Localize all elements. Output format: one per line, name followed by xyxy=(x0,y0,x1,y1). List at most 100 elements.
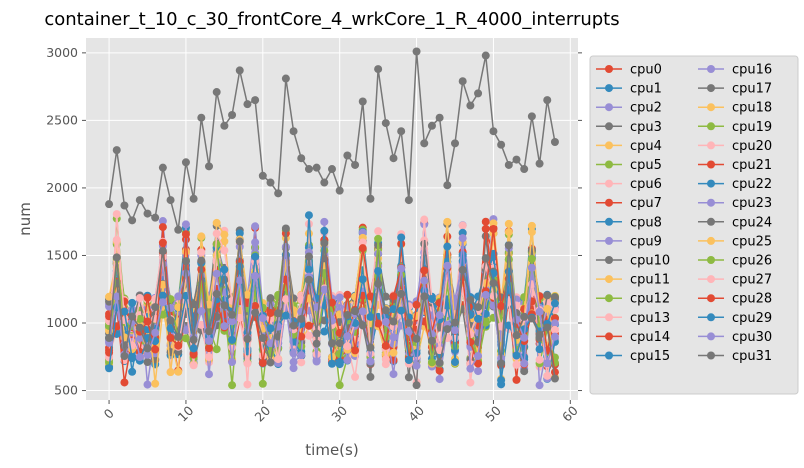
data-point-cpu30 xyxy=(466,364,475,373)
data-point-cpu31 xyxy=(351,307,360,316)
data-point-cpu31 xyxy=(205,327,213,336)
data-point-cpu25 xyxy=(166,368,175,377)
data-point-cpu24 xyxy=(266,294,275,303)
legend-item-cpu11: cpu11 xyxy=(596,273,670,288)
data-point-cpu28 xyxy=(497,302,506,311)
data-point-cpu17 xyxy=(174,225,183,234)
legend-item-cpu18: cpu18 xyxy=(698,101,772,116)
data-point-cpu17 xyxy=(404,196,413,205)
legend-item-cpu23: cpu23 xyxy=(698,196,772,211)
legend-marker xyxy=(605,179,613,188)
legend-label: cpu10 xyxy=(630,254,670,269)
data-point-cpu29 xyxy=(474,314,483,323)
y-tick-label: 1000 xyxy=(46,315,78,330)
data-point-cpu17 xyxy=(289,127,298,136)
legend-marker xyxy=(605,294,613,303)
data-point-cpu31 xyxy=(112,253,121,262)
data-point-cpu27 xyxy=(381,355,390,364)
y-axis-label: num xyxy=(16,202,34,236)
legend-marker xyxy=(605,217,613,226)
data-point-cpu17 xyxy=(105,200,114,209)
data-point-cpu31 xyxy=(335,339,344,348)
data-point-cpu12 xyxy=(335,381,344,390)
legend-item-cpu10: cpu10 xyxy=(596,254,670,269)
data-point-cpu17 xyxy=(351,160,360,169)
data-point-cpu29 xyxy=(427,294,436,303)
data-point-cpu17 xyxy=(328,165,336,174)
data-point-cpu21 xyxy=(143,293,152,302)
data-point-cpu24 xyxy=(550,293,559,302)
data-point-cpu29 xyxy=(189,344,198,353)
chart-title: container_t_10_c_30_frontCore_4_wrkCore_… xyxy=(44,9,619,30)
data-point-cpu28 xyxy=(189,350,198,359)
legend-item-cpu30: cpu30 xyxy=(698,330,772,345)
legend-marker xyxy=(605,160,613,169)
data-point-cpu22 xyxy=(320,327,329,336)
data-point-cpu17 xyxy=(397,127,406,136)
data-point-cpu17 xyxy=(535,159,544,168)
data-point-cpu29 xyxy=(550,299,559,308)
legend-item-cpu19: cpu19 xyxy=(698,120,772,135)
legend-marker xyxy=(605,103,613,112)
data-point-cpu31 xyxy=(389,317,398,326)
data-point-cpu18 xyxy=(151,379,160,388)
data-point-cpu28 xyxy=(266,309,275,318)
data-point-cpu15 xyxy=(128,298,137,307)
data-point-cpu17 xyxy=(112,146,121,155)
data-point-cpu28 xyxy=(258,358,267,367)
data-point-cpu31 xyxy=(297,314,306,323)
data-point-cpu28 xyxy=(181,230,190,239)
data-point-cpu17 xyxy=(281,74,290,83)
data-point-cpu24 xyxy=(312,339,321,348)
data-point-cpu29 xyxy=(328,359,336,368)
data-point-cpu17 xyxy=(166,196,175,205)
data-point-cpu29 xyxy=(397,306,406,315)
data-point-cpu21 xyxy=(481,217,490,226)
data-point-cpu25 xyxy=(504,219,513,228)
data-point-cpu17 xyxy=(297,154,306,163)
data-point-cpu29 xyxy=(128,354,137,363)
data-point-cpu17 xyxy=(120,201,129,210)
data-point-cpu31 xyxy=(489,279,498,288)
data-point-cpu31 xyxy=(543,323,552,332)
data-point-cpu31 xyxy=(481,254,490,263)
legend-marker xyxy=(707,275,715,284)
data-point-cpu31 xyxy=(228,310,237,319)
data-point-cpu28 xyxy=(358,244,367,253)
data-point-cpu31 xyxy=(343,311,352,320)
data-point-cpu21 xyxy=(351,346,360,355)
data-point-cpu31 xyxy=(512,331,521,340)
data-point-cpu17 xyxy=(197,113,206,122)
x-tick-label: 60 xyxy=(559,403,581,425)
legend-item-cpu17: cpu17 xyxy=(698,82,772,97)
data-point-cpu17 xyxy=(205,162,213,171)
series-layer xyxy=(105,47,559,390)
data-point-cpu23 xyxy=(297,351,306,360)
legend-frame xyxy=(589,55,799,395)
legend-marker xyxy=(707,236,715,245)
data-point-cpu31 xyxy=(443,325,452,334)
data-point-cpu31 xyxy=(381,306,390,315)
data-point-cpu17 xyxy=(220,121,229,130)
data-point-cpu31 xyxy=(427,336,436,345)
data-point-cpu27 xyxy=(212,229,221,238)
data-point-cpu30 xyxy=(135,353,144,362)
data-point-cpu31 xyxy=(304,275,313,284)
legend-item-cpu8: cpu8 xyxy=(596,215,662,230)
data-point-cpu17 xyxy=(489,127,498,136)
legend-marker xyxy=(707,351,715,360)
legend-label: cpu28 xyxy=(732,292,772,307)
data-point-cpu17 xyxy=(228,110,237,119)
data-point-cpu13 xyxy=(535,355,544,364)
data-point-cpu27 xyxy=(266,314,275,323)
series-cpu17 xyxy=(105,47,559,234)
data-point-cpu17 xyxy=(128,216,137,225)
data-point-cpu16 xyxy=(320,217,329,226)
data-point-cpu31 xyxy=(181,257,190,266)
legend-marker xyxy=(707,179,715,188)
legend: cpu0 cpu1 cpu2 cpu3 cpu4 cpu5 cpu6 cpu7 cpu8 cpu9… xyxy=(589,55,799,395)
data-point-cpu27 xyxy=(543,371,552,380)
legend-label: cpu23 xyxy=(732,196,772,211)
data-point-cpu17 xyxy=(451,139,459,148)
